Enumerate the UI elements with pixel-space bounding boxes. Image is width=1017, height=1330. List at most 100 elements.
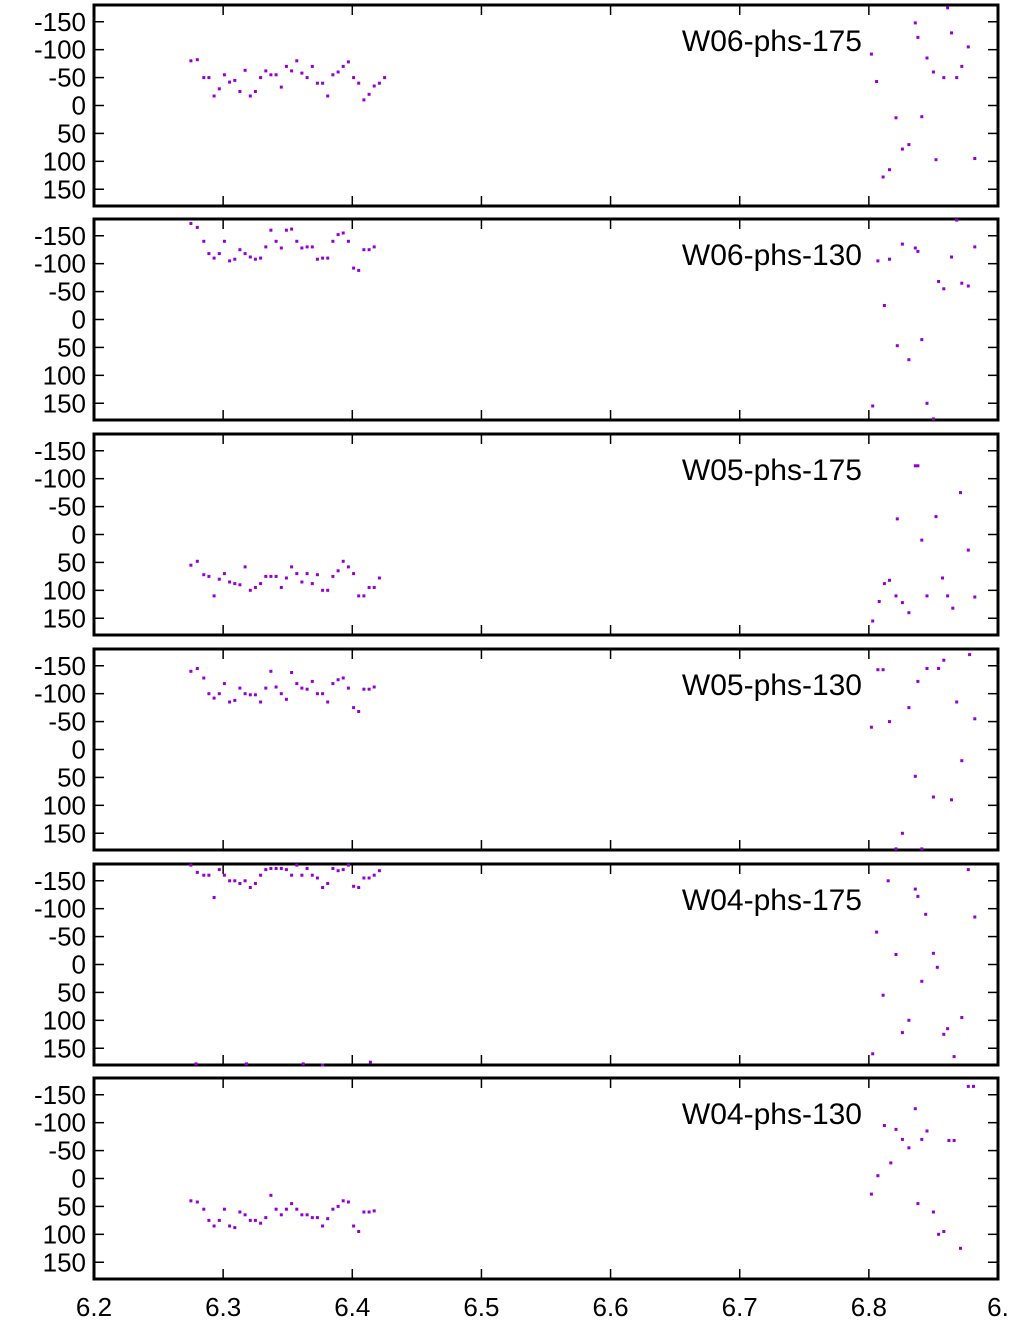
data-point	[367, 248, 371, 252]
data-point	[916, 35, 920, 39]
data-point	[222, 1207, 226, 1211]
y-tick-label: -150	[34, 866, 86, 896]
data-point	[331, 682, 335, 686]
data-point	[326, 1217, 330, 1221]
data-point	[279, 867, 283, 870]
y-tick-label: -150	[34, 436, 86, 466]
data-point	[900, 1031, 904, 1035]
x-tick-label: 6.2	[76, 1292, 112, 1322]
data-point	[916, 679, 920, 683]
data-point	[336, 569, 340, 573]
data-point	[875, 80, 879, 83]
data-point	[321, 1224, 325, 1228]
data-point	[248, 693, 252, 697]
data-point	[973, 157, 977, 160]
data-point	[377, 869, 381, 873]
data-point	[937, 1232, 941, 1236]
y-tick-label: 150	[43, 818, 86, 848]
data-point	[301, 1062, 305, 1066]
data-point	[264, 69, 268, 73]
data-point	[882, 304, 886, 307]
data-point	[935, 965, 939, 969]
data-point	[336, 233, 340, 237]
data-point	[284, 868, 288, 872]
y-tick-label: 0	[72, 735, 86, 765]
data-point	[913, 21, 917, 25]
y-tick-label: 100	[43, 146, 86, 176]
data-point	[882, 582, 886, 586]
data-point	[362, 687, 366, 691]
data-point	[326, 94, 330, 98]
data-point	[321, 692, 325, 696]
data-point	[888, 257, 891, 261]
data-point	[968, 653, 972, 657]
data-point	[207, 252, 211, 256]
data-point	[925, 594, 929, 598]
data-point	[290, 671, 294, 674]
data-point	[217, 692, 221, 696]
data-point	[321, 588, 325, 592]
data-point	[300, 686, 304, 690]
data-point	[284, 697, 288, 701]
y-tick-label: -50	[48, 1136, 86, 1166]
data-point	[222, 73, 226, 77]
data-point	[248, 886, 252, 889]
data-point	[907, 1018, 911, 1022]
data-point	[876, 668, 880, 672]
data-point	[195, 559, 199, 563]
y-tick-label: 150	[43, 1033, 86, 1063]
data-point	[924, 912, 928, 916]
data-point	[341, 559, 345, 563]
data-point	[955, 218, 959, 222]
y-tick-label: 150	[43, 174, 86, 204]
data-point	[959, 1246, 962, 1250]
y-tick-label: -100	[34, 35, 86, 65]
data-point	[244, 1062, 248, 1066]
panel-frame	[92, 217, 1000, 422]
panel-label: W06-phs-175	[682, 25, 862, 58]
data-point	[238, 248, 242, 252]
data-point	[279, 1213, 283, 1217]
y-tick-label: -150	[34, 7, 86, 37]
data-point	[352, 76, 356, 80]
data-point	[352, 572, 356, 576]
data-point	[895, 517, 899, 521]
data-point	[195, 667, 199, 670]
data-point	[341, 868, 345, 872]
data-point	[253, 693, 257, 697]
data-point	[931, 417, 935, 421]
data-point	[264, 686, 268, 690]
data-point	[357, 594, 361, 598]
data-point	[305, 245, 309, 249]
data-point	[357, 268, 361, 272]
data-point	[284, 64, 288, 68]
y-tick-label: 100	[43, 575, 86, 605]
data-point	[207, 1218, 211, 1222]
data-point	[195, 1200, 199, 1204]
panel-frame	[92, 3, 1000, 208]
data-point	[871, 619, 875, 623]
data-point	[876, 259, 880, 263]
data-point	[295, 863, 299, 867]
panel-frame	[92, 432, 1000, 637]
y-tick-label: -100	[34, 1108, 86, 1138]
data-point	[950, 798, 953, 802]
y-tick-label: 50	[57, 332, 86, 362]
data-point	[207, 574, 211, 578]
data-point	[966, 284, 970, 288]
data-point	[966, 45, 970, 49]
data-point	[305, 687, 309, 691]
y-tick-label: -100	[34, 249, 86, 279]
data-point	[367, 92, 371, 96]
data-point	[300, 246, 304, 250]
data-point	[952, 1055, 956, 1059]
data-point	[372, 245, 376, 249]
data-point	[326, 700, 330, 704]
data-point	[195, 58, 199, 62]
data-point	[279, 586, 283, 589]
data-point	[960, 1016, 964, 1019]
data-point	[264, 245, 268, 249]
y-tick-label: 150	[43, 603, 86, 633]
data-point	[202, 676, 206, 680]
data-point	[238, 583, 242, 587]
